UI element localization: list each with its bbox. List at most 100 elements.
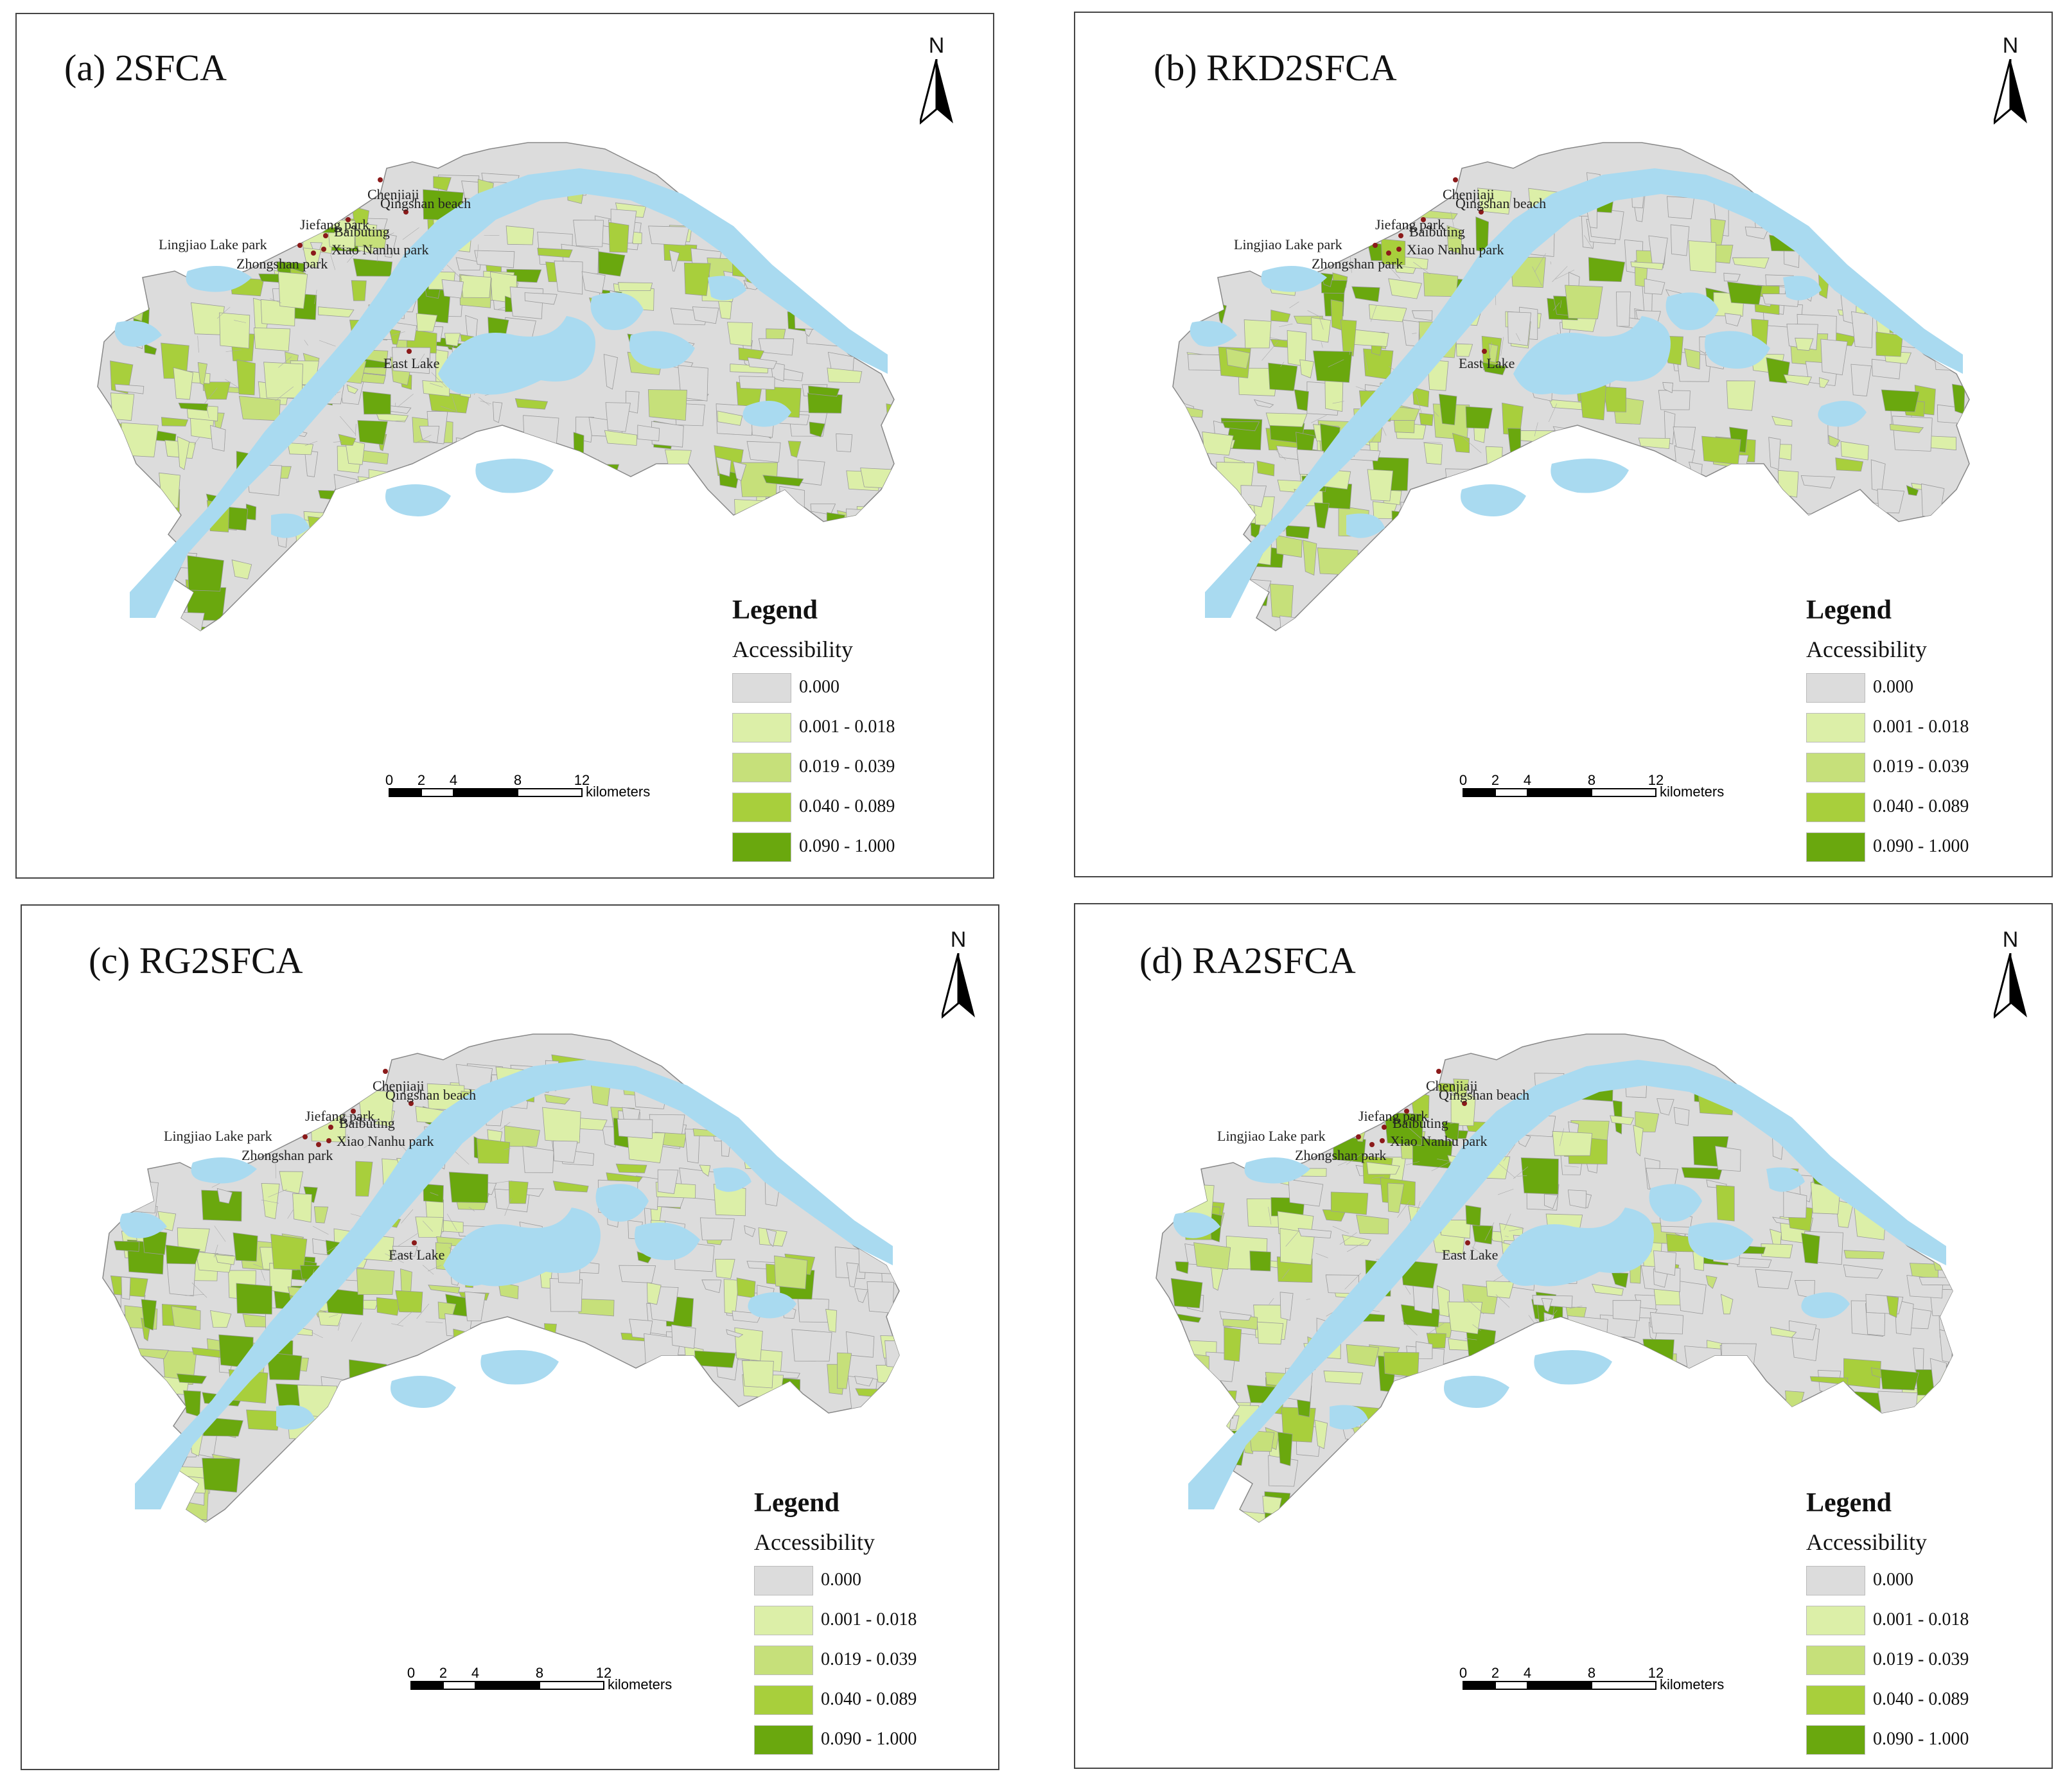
zone-polygon <box>845 1331 875 1358</box>
zone-polygon <box>1946 1393 1953 1414</box>
street-line <box>188 1146 208 1157</box>
scale-bar-b: 0 2 4 8 12 kilometers <box>1459 771 1755 809</box>
zone-polygon <box>1330 1191 1369 1215</box>
zone-polygon <box>787 441 802 458</box>
street-line <box>391 331 405 336</box>
zone-polygon <box>1714 1359 1753 1390</box>
zone-polygon <box>267 1352 303 1381</box>
lake <box>1513 316 1671 395</box>
zone-polygon <box>233 1232 258 1262</box>
poi-marker <box>1436 1069 1441 1074</box>
legend-item: 0.040 - 0.089 <box>754 1685 966 1721</box>
legend-swatch <box>732 673 791 703</box>
zone-polygon <box>349 1359 387 1396</box>
zone-polygon <box>1755 1269 1793 1290</box>
zone-polygon <box>604 430 638 446</box>
zone-polygon <box>804 1156 832 1181</box>
street-line <box>193 437 200 445</box>
zone-polygon <box>849 1171 865 1181</box>
zone-polygon <box>1726 380 1755 411</box>
zone-polygon <box>1616 291 1631 327</box>
lake <box>1801 1292 1850 1319</box>
zone-polygon <box>1716 1184 1735 1222</box>
legend-item: 0.000 <box>754 1566 966 1602</box>
street-line <box>398 1233 418 1246</box>
zone-polygon <box>1412 387 1430 408</box>
zone-polygon <box>1909 1263 1939 1278</box>
zone-polygon <box>1848 1151 1884 1160</box>
zone-polygon <box>1768 437 1781 470</box>
zone-polygon <box>1452 432 1470 453</box>
street-line <box>328 1314 338 1318</box>
street-line <box>355 424 356 436</box>
north-label: N <box>928 33 945 58</box>
legend-label: 0.001 - 0.018 <box>799 717 895 737</box>
panel-title-b: (b) RKD2SFCA <box>1154 47 1397 89</box>
scale-bar-a: 0 2 4 8 12 kilometers <box>385 771 681 809</box>
zone-polygon <box>1818 377 1830 388</box>
zone-polygon <box>134 1348 169 1360</box>
street-line <box>1428 1322 1445 1334</box>
zone-polygon <box>165 1244 200 1265</box>
lake <box>1497 1208 1654 1287</box>
street-line <box>319 340 336 347</box>
zone-polygon <box>261 1182 280 1220</box>
zone-polygon <box>655 463 680 480</box>
lake <box>1173 1212 1220 1238</box>
street-line <box>1560 1128 1565 1146</box>
street-line <box>478 397 490 406</box>
north-arrow-a: N <box>911 33 962 130</box>
street-line <box>1463 437 1482 453</box>
zone-polygon <box>1638 437 1671 450</box>
street-line <box>206 407 209 419</box>
legend-item: 0.001 - 0.018 <box>732 713 944 749</box>
legend-b: Legend Accessibility 0.000 0.001 - 0.018… <box>1806 595 2018 865</box>
street-line <box>1328 359 1344 367</box>
poi-marker <box>1465 1240 1470 1245</box>
zone-polygon <box>825 1308 838 1333</box>
street-line <box>203 226 212 236</box>
zone-polygon <box>1777 470 1799 498</box>
street-line <box>260 1269 265 1281</box>
zone-polygon <box>852 314 865 331</box>
north-arrow-icon <box>1994 59 2027 125</box>
zone-polygon <box>324 1288 364 1316</box>
zone-polygon <box>1212 1414 1240 1430</box>
street-line <box>1416 394 1422 413</box>
scale-unit-label: kilometers <box>1660 1676 1724 1692</box>
zone-polygon <box>874 289 894 314</box>
scale-tick-label: 2 <box>439 1665 447 1681</box>
zone-polygon <box>615 1163 647 1173</box>
zone-polygon <box>1611 1272 1629 1288</box>
zone-polygon <box>1834 1401 1872 1413</box>
legend-swatch <box>1806 1725 1865 1755</box>
zone-polygon <box>1436 1285 1450 1317</box>
zone-polygon <box>1881 389 1920 412</box>
zone-polygon <box>392 1245 418 1257</box>
zone-polygon <box>850 1164 877 1174</box>
poi-label: Chenjiaji <box>1426 1078 1478 1094</box>
zone-polygon <box>1721 1343 1757 1373</box>
zone-polygon <box>797 1297 829 1323</box>
zone-polygon <box>1877 488 1905 514</box>
legend-label: 0.019 - 0.039 <box>799 757 895 777</box>
zone-polygon <box>603 354 618 390</box>
zone-polygon <box>1872 268 1901 290</box>
zone-polygon <box>1181 1188 1197 1206</box>
zone-polygon <box>1715 1145 1741 1172</box>
zone-polygon <box>464 1291 486 1322</box>
zone-polygon <box>647 389 687 421</box>
poi-marker <box>1479 209 1484 215</box>
legend-subtitle: Accessibility <box>1806 1529 1927 1555</box>
legend-swatch <box>754 1606 813 1635</box>
poi-label: Qingshan beach <box>1439 1087 1529 1103</box>
legend-swatch <box>1806 1606 1865 1635</box>
scale-tick-label: 0 <box>385 772 393 788</box>
street-line <box>275 386 294 401</box>
zone-polygon <box>166 1259 197 1297</box>
legend-label: 0.001 - 0.018 <box>821 1610 917 1629</box>
zone-polygon <box>1179 1352 1209 1389</box>
zone-polygon <box>1642 1339 1674 1369</box>
zone-polygon <box>498 1281 519 1299</box>
zone-polygon <box>428 391 470 414</box>
